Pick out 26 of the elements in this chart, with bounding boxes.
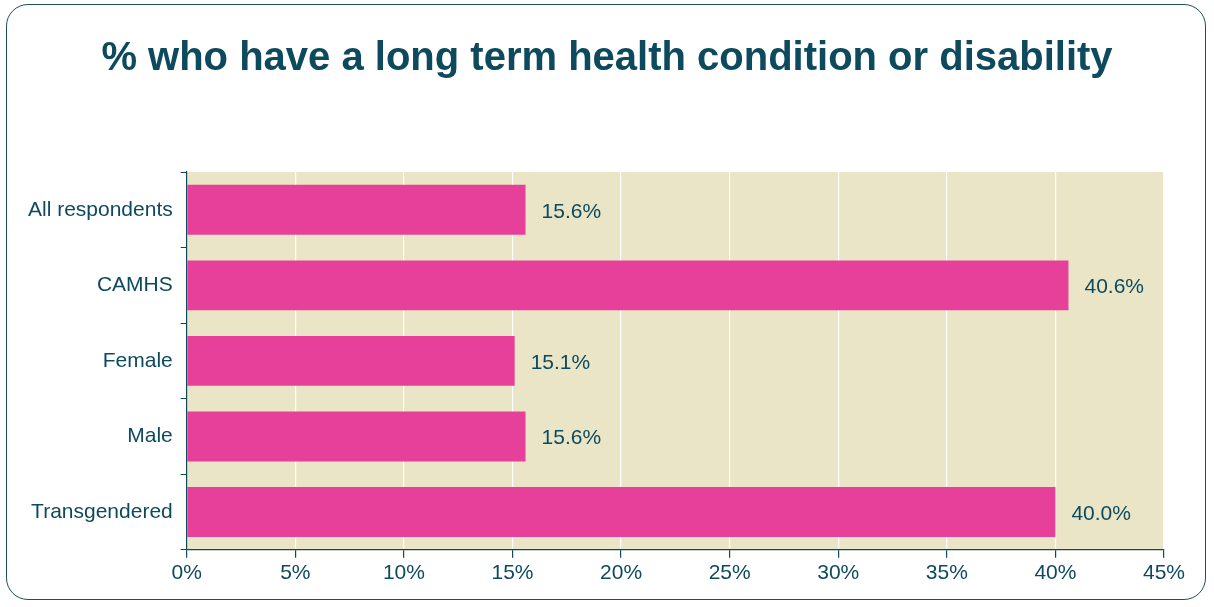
data-label: 15.1% (530, 349, 591, 373)
x-tick-label: 40% (1034, 560, 1077, 584)
data-label: 15.6% (541, 198, 602, 222)
bar (187, 335, 515, 386)
x-tick-label: 15% (491, 560, 534, 584)
bar (187, 184, 526, 235)
y-tick-label: Male (127, 423, 173, 447)
x-tick-label: 30% (817, 560, 860, 584)
y-tick-label: CAMHS (96, 272, 173, 296)
x-tick-label: 20% (600, 560, 643, 584)
x-tick-label: 25% (708, 560, 751, 584)
bar (187, 487, 1056, 537)
y-tick-label: Female (102, 347, 173, 371)
y-tick-label: All respondents (27, 196, 173, 220)
x-tick-label: 45% (1142, 560, 1186, 584)
bar (187, 411, 526, 462)
data-label: 40.0% (1071, 500, 1131, 524)
x-tick-label: 5% (280, 560, 311, 584)
bar (187, 260, 1069, 311)
data-label: 15.6% (541, 425, 602, 449)
chart-title: % who have a long term health condition or disability (100, 33, 1114, 80)
y-tick-label: Transgendered (31, 498, 173, 522)
x-tick-label: 0% (171, 560, 202, 584)
x-tick-label: 35% (925, 560, 968, 584)
x-tick-label: 10% (382, 560, 425, 584)
data-label: 40.6% (1084, 274, 1144, 298)
